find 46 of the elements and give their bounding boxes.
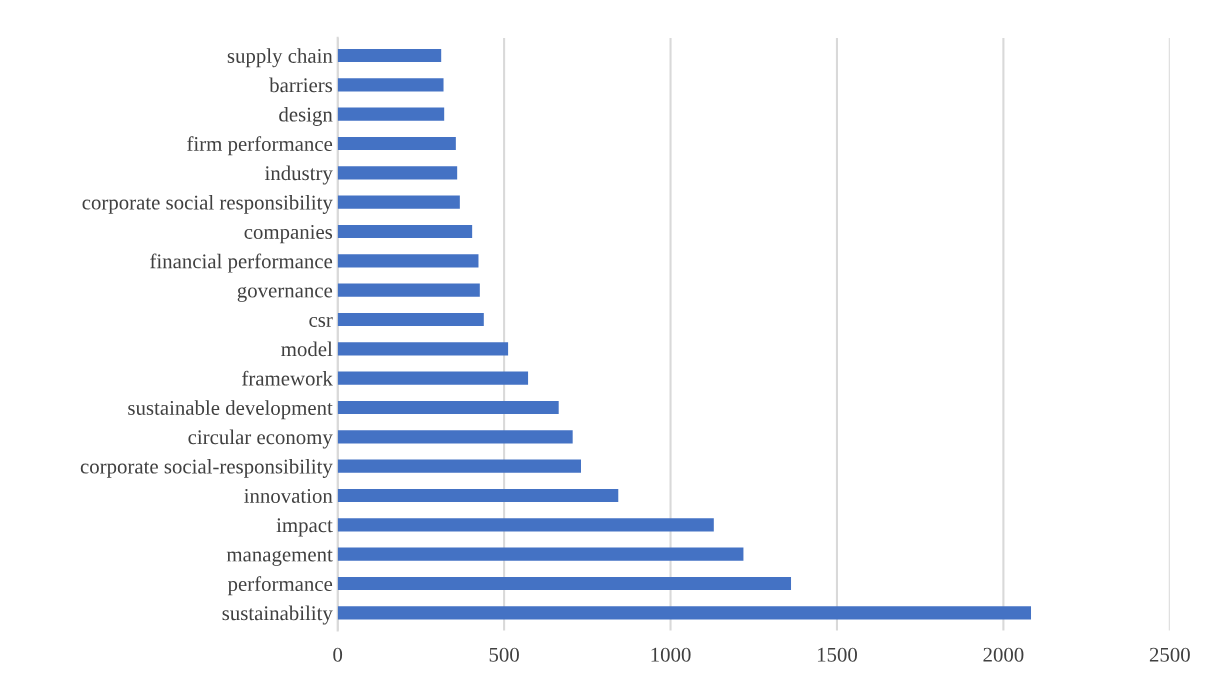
bar xyxy=(337,78,444,92)
bar xyxy=(337,576,792,591)
y-tick-label: barriers xyxy=(269,77,333,93)
bar xyxy=(337,547,744,561)
y-tick-label: performance xyxy=(227,576,333,596)
bar xyxy=(337,254,479,268)
x-tick-label: 2500 xyxy=(1149,647,1190,662)
bar xyxy=(337,430,573,444)
y-tick-label: design xyxy=(279,106,333,126)
bar xyxy=(337,371,529,385)
y-tick-label: financial performance xyxy=(150,253,333,273)
y-tick-label: circular economy xyxy=(188,429,333,449)
bar xyxy=(337,136,456,151)
y-tick-label: corporate social-responsibility xyxy=(80,458,333,478)
bar xyxy=(337,283,480,297)
x-tick-label: 0 xyxy=(333,647,343,662)
x-tick-label: 500 xyxy=(489,647,519,662)
bar xyxy=(337,107,445,121)
bar xyxy=(337,459,581,473)
y-tick-label: framework xyxy=(242,370,333,386)
y-tick-label: companies xyxy=(244,224,333,244)
bar xyxy=(337,342,509,356)
y-tick-label: management xyxy=(226,549,333,566)
y-tick-label: innovation xyxy=(244,488,333,503)
x-tick-label: 1000 xyxy=(651,647,691,662)
x-tick-label: 1500 xyxy=(817,647,857,662)
bar xyxy=(337,606,1032,620)
bar xyxy=(337,312,484,327)
bar xyxy=(337,224,473,239)
y-tick-label: sustainable development xyxy=(128,400,333,420)
bar xyxy=(337,195,460,209)
y-tick-label: model xyxy=(281,341,333,357)
y-tick-label: governance xyxy=(237,286,333,302)
bar xyxy=(337,166,458,180)
y-tick-label: impact xyxy=(276,518,333,537)
y-tick-label: firm performance xyxy=(187,136,333,156)
y-tick-label: sustainability xyxy=(222,605,333,625)
y-tick-label: industry xyxy=(264,165,333,185)
bar xyxy=(337,48,442,63)
bar xyxy=(337,518,714,532)
bar xyxy=(337,488,619,503)
y-tick-label: supply chain xyxy=(227,48,333,68)
y-tick-label: corporate social responsibility xyxy=(82,194,333,214)
y-tick-label: csr xyxy=(309,316,333,327)
x-tick-label: 2000 xyxy=(983,647,1024,662)
bar xyxy=(337,400,559,415)
